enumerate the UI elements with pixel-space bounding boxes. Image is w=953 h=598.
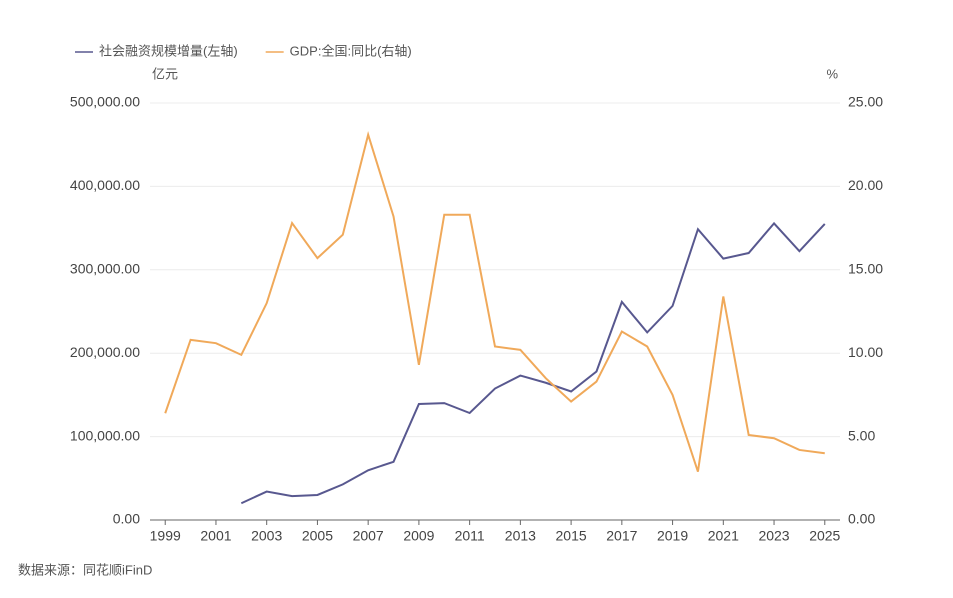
x-tick-label: 1999 bbox=[150, 528, 181, 544]
y-tick-label: 400,000.00 bbox=[70, 177, 140, 193]
y2-unit: % bbox=[826, 66, 838, 81]
x-tick-label: 2007 bbox=[353, 528, 384, 544]
x-tick-label: 2019 bbox=[657, 528, 688, 544]
y-tick-label: 300,000.00 bbox=[70, 261, 140, 277]
x-tick-label: 2003 bbox=[251, 528, 282, 544]
source: 数据来源：同花顺iFinD bbox=[18, 562, 152, 577]
legend-label: 社会融资规模增量(左轴) bbox=[99, 43, 238, 58]
x-tick-label: 2011 bbox=[455, 528, 485, 544]
x-tick-label: 2005 bbox=[302, 528, 333, 544]
y2-tick-label: 10.00 bbox=[848, 344, 883, 360]
series-line bbox=[164, 131, 825, 472]
x-tick-label: 2025 bbox=[809, 528, 840, 544]
x-tick-label: 2009 bbox=[403, 528, 434, 544]
y-tick-label: 200,000.00 bbox=[70, 344, 140, 360]
x-tick-label: 2015 bbox=[556, 528, 587, 544]
x-tick-label: 2017 bbox=[606, 528, 637, 544]
x-tick-label: 2021 bbox=[708, 528, 739, 544]
y-tick-label: 100,000.00 bbox=[70, 427, 140, 443]
y2-tick-label: 5.00 bbox=[848, 427, 875, 443]
y-unit: 亿元 bbox=[152, 66, 178, 81]
y-tick-label: 500,000.00 bbox=[70, 94, 140, 110]
y2-tick-label: 25.00 bbox=[848, 94, 883, 110]
series-line bbox=[240, 221, 826, 505]
y2-tick-label: 15.00 bbox=[848, 261, 883, 277]
y2-tick-label: 20.00 bbox=[848, 177, 883, 193]
x-tick-label: 2023 bbox=[758, 528, 789, 544]
y2-tick-label: 0.00 bbox=[848, 511, 875, 527]
x-tick-label: 2001 bbox=[200, 528, 231, 544]
legend-label: GDP:全国:同比(右轴) bbox=[290, 43, 412, 58]
x-tick-label: 2013 bbox=[505, 528, 536, 544]
y-tick-label: 0.00 bbox=[113, 511, 140, 527]
